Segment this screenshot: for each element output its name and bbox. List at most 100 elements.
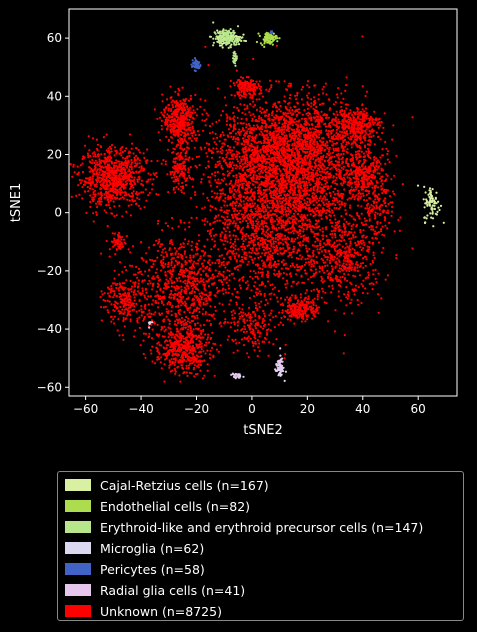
data-point xyxy=(301,113,304,116)
data-point xyxy=(241,303,244,306)
data-point xyxy=(259,89,263,92)
data-point xyxy=(119,147,122,151)
data-point xyxy=(274,315,277,318)
data-point xyxy=(266,183,269,186)
data-point xyxy=(165,116,168,119)
data-point xyxy=(105,187,108,190)
data-point xyxy=(265,176,269,179)
data-point xyxy=(203,219,206,222)
data-point xyxy=(340,105,343,109)
data-point xyxy=(245,233,248,236)
data-point xyxy=(252,113,255,116)
data-point xyxy=(180,112,183,115)
data-point xyxy=(255,178,258,181)
data-point xyxy=(274,168,277,171)
data-point xyxy=(262,225,265,228)
data-point xyxy=(318,168,321,171)
data-point xyxy=(232,351,235,354)
data-point xyxy=(246,199,250,202)
data-point xyxy=(223,96,227,99)
data-point xyxy=(162,159,165,162)
data-point xyxy=(246,90,249,93)
data-point xyxy=(176,164,179,167)
data-point xyxy=(276,180,279,183)
data-point xyxy=(181,106,184,109)
data-point xyxy=(309,162,312,165)
data-point xyxy=(251,127,255,130)
data-point xyxy=(172,188,175,191)
data-point xyxy=(108,152,111,155)
data-point xyxy=(176,171,179,174)
data-point xyxy=(180,151,183,154)
data-point xyxy=(167,139,170,143)
data-point xyxy=(101,174,104,177)
data-point xyxy=(191,157,194,160)
data-point xyxy=(240,90,243,94)
data-point xyxy=(260,118,263,122)
data-point xyxy=(252,79,255,83)
data-point xyxy=(316,123,319,126)
data-point xyxy=(297,155,301,158)
data-point xyxy=(247,123,251,126)
data-point xyxy=(306,96,310,99)
data-point xyxy=(125,166,129,169)
data-point xyxy=(201,113,204,116)
data-point xyxy=(333,199,336,202)
data-point xyxy=(260,92,263,95)
data-point xyxy=(324,125,328,128)
data-point xyxy=(259,85,263,88)
data-point xyxy=(260,243,263,246)
data-point xyxy=(236,209,239,212)
data-point xyxy=(108,166,111,169)
data-point xyxy=(169,173,172,176)
data-point xyxy=(177,179,180,182)
data-point xyxy=(251,96,254,100)
data-point xyxy=(332,103,335,106)
data-point xyxy=(238,155,241,159)
data-point xyxy=(81,170,85,174)
data-point xyxy=(275,176,278,179)
data-point xyxy=(304,130,307,133)
data-point xyxy=(218,162,222,165)
data-point xyxy=(344,89,347,92)
data-point xyxy=(231,216,234,219)
data-point xyxy=(185,133,188,136)
data-point xyxy=(245,132,249,135)
data-point xyxy=(250,142,253,146)
data-point xyxy=(284,100,287,103)
data-point xyxy=(119,193,122,196)
data-point xyxy=(235,176,238,179)
data-point xyxy=(241,84,245,87)
data-point xyxy=(253,115,256,118)
data-point xyxy=(261,175,264,178)
data-point xyxy=(177,182,180,185)
data-point xyxy=(348,206,352,209)
data-point xyxy=(305,145,308,148)
data-point xyxy=(292,248,295,251)
data-point xyxy=(159,139,162,142)
data-point xyxy=(281,309,284,312)
data-point xyxy=(91,152,94,155)
data-point xyxy=(268,155,271,158)
data-point xyxy=(241,128,244,131)
data-point xyxy=(336,93,339,96)
data-point xyxy=(153,108,156,111)
data-point xyxy=(105,194,108,197)
data-point xyxy=(166,113,169,116)
data-point xyxy=(310,167,313,171)
data-point xyxy=(290,196,293,199)
data-point xyxy=(212,137,215,140)
data-point xyxy=(191,185,194,188)
data-point xyxy=(179,144,182,147)
data-point xyxy=(338,158,341,161)
data-point xyxy=(202,173,205,176)
data-point xyxy=(131,161,134,164)
data-point xyxy=(73,171,76,174)
data-point xyxy=(241,308,244,311)
data-point xyxy=(241,163,244,166)
data-point xyxy=(143,156,146,159)
data-point xyxy=(259,183,262,186)
data-point xyxy=(365,132,368,135)
data-point xyxy=(277,270,281,273)
data-point xyxy=(324,114,327,117)
